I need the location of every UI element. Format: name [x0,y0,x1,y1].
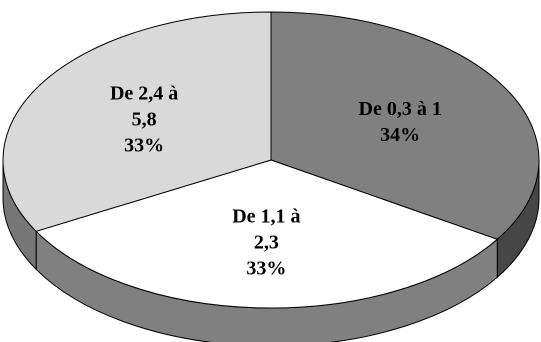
slice-label-2: De 2,4 à 5,8 33% [110,83,178,157]
slice-label-0: De 0,3 à 1 34% [359,98,442,146]
slice-percent-label: 33% [124,135,164,157]
slice-category-label: 2,3 [254,231,279,253]
slice-category-label: De 1,1 à [232,205,300,227]
slice-label-1: De 1,1 à 2,3 33% [232,205,300,279]
pie-slice-2 [2,11,272,232]
slice-percent-label: 33% [246,257,286,279]
slice-category-label: 5,8 [132,109,157,131]
slice-category-label: De 0,3 à 1 [359,98,442,120]
slice-category-label: De 2,4 à [110,83,178,105]
pie-slice-1 [35,159,499,309]
pie-tops [2,11,540,309]
pie-slice-0 [270,11,540,240]
pie-labels: De 0,3 à 1 34% De 1,1 à 2,3 33% De 2,4 à 5,8 33… [110,83,442,280]
slice-percent-label: 34% [380,124,420,146]
